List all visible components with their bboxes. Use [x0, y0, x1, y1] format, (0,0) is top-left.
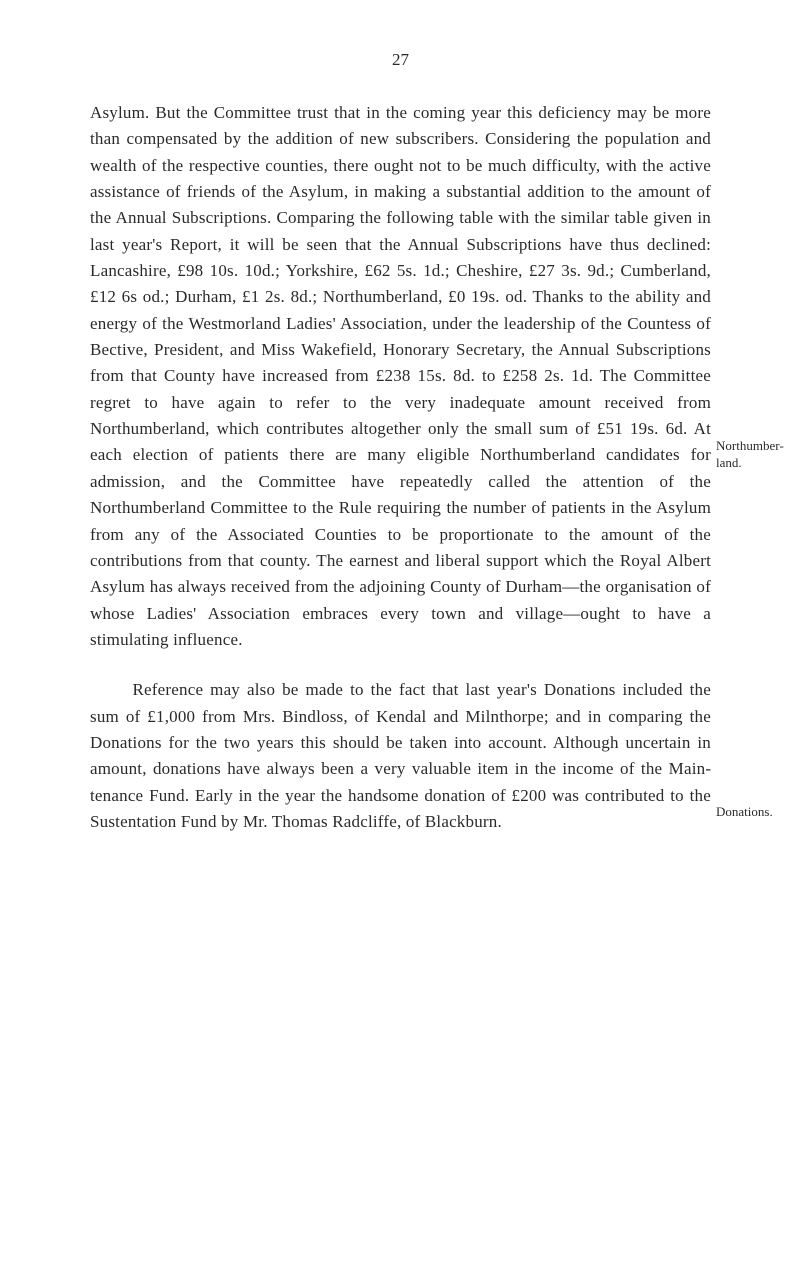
paragraph-2: Reference may also be made to the fact t…	[90, 677, 711, 835]
margin-note-donations: Donations.	[716, 804, 791, 821]
paragraph-1: Asylum. But the Committee trust that in …	[90, 100, 711, 653]
page-container: 27 Asylum. But the Committee trust that …	[90, 50, 711, 835]
body-text-area: Asylum. But the Committee trust that in …	[90, 100, 711, 835]
margin-note-northumberland: Northumber­land.	[716, 438, 791, 472]
page-number: 27	[90, 50, 711, 70]
